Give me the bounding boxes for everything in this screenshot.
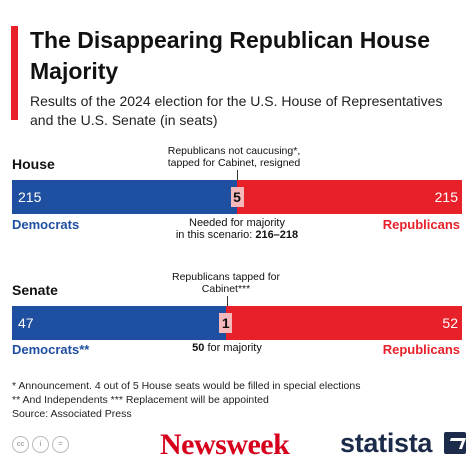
no-derivatives-icon: = (52, 436, 69, 453)
senate-middle-note: Republicans tapped for Cabinet*** (172, 271, 280, 295)
title-accent-bar (11, 26, 18, 120)
house-majority-note: Needed for majority in this scenario: 21… (167, 217, 307, 241)
house-majority-value: 216–218 (255, 229, 299, 241)
senate-republicans-label: Republicans (382, 342, 460, 357)
senate-majority-value: 50 (192, 342, 205, 354)
senate-democrats-label: Democrats** (12, 342, 90, 357)
license-icons: cc i = (12, 436, 69, 453)
house-pointer-line (237, 170, 238, 182)
statista-logo-mark-icon (444, 432, 466, 454)
chart-title: The Disappearing Republican House Majori… (30, 27, 431, 84)
newsweek-logo: Newsweek (160, 428, 290, 461)
chart-subtitle: Results of the 2024 election for the U.S… (30, 93, 443, 128)
senate-republicans-bar (225, 306, 462, 340)
house-republicans-bar (237, 180, 462, 214)
house-label: House (12, 156, 55, 172)
house-majority-line2: in this scenario: 216–218 (167, 229, 307, 241)
house-majority-prefix: in this scenario: (175, 229, 256, 241)
house-middle-seats: 5 (230, 187, 244, 207)
senate-democrats-value: 47 (18, 315, 34, 331)
senate-majority-note: 50 for majority (180, 342, 274, 354)
source-note: Source: Associated Press (12, 408, 132, 420)
statista-logo: statista (340, 428, 433, 458)
creative-commons-icon: cc (12, 436, 29, 453)
footnote-1: * Announcement. 4 out of 5 House seats w… (12, 380, 361, 392)
senate-middle-seats: 1 (219, 313, 233, 333)
senate-pointer-line (227, 296, 228, 308)
house-democrats-value: 215 (18, 189, 42, 205)
senate-label: Senate (12, 282, 58, 298)
house-democrats-bar (12, 180, 237, 214)
house-republicans-value: 215 (434, 189, 458, 205)
senate-republicans-value: 52 (442, 315, 458, 331)
senate-majority-text: for majority (207, 342, 262, 354)
house-republicans-label: Republicans (382, 217, 460, 232)
house-democrats-label: Democrats (12, 217, 80, 232)
house-majority-line1: Needed for majority (189, 217, 285, 229)
house-middle-note: Republicans not caucusing*, tapped for C… (167, 145, 301, 169)
footnote-2: ** And Independents *** Replacement will… (12, 394, 269, 406)
senate-democrats-bar (12, 306, 226, 340)
attribution-icon: i (32, 436, 49, 453)
